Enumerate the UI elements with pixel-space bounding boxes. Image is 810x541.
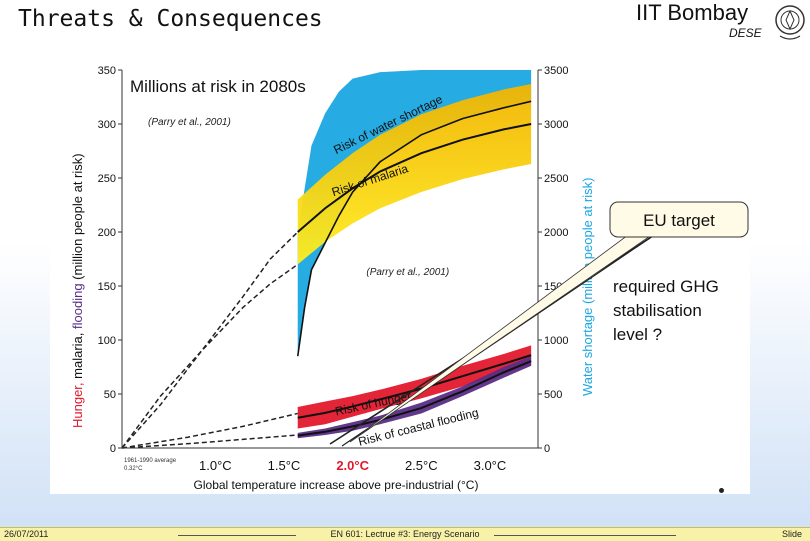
y-tick-label-left: 0 xyxy=(110,443,116,455)
x-tick-label: 3.0°C xyxy=(474,458,507,473)
y-tick-label-left: 50 xyxy=(104,389,116,401)
footer-slide-label: Slide xyxy=(781,529,802,539)
callout-question-line: required GHG xyxy=(613,277,719,296)
institute-name: IIT Bombay xyxy=(636,0,749,25)
y-tick-label-right: 3500 xyxy=(544,65,568,77)
callout-eu-target: EU target xyxy=(643,211,715,230)
footer-date: 26/07/2011 xyxy=(4,529,49,539)
y-tick-label-left: 200 xyxy=(98,227,116,239)
band-risk-of-hunger xyxy=(297,345,532,429)
y-tick-label-right: 3000 xyxy=(544,119,568,131)
y-tick-label-left: 300 xyxy=(98,119,116,131)
y-axis-label-right: Water shortage (million people at risk) xyxy=(580,178,595,396)
footer-rule-right xyxy=(494,535,676,536)
source-note: (Parry et al., 2001) xyxy=(148,117,231,128)
dashed-line-4 xyxy=(121,434,298,449)
institute-logo-icon xyxy=(775,5,805,40)
dashed-line-1 xyxy=(121,231,299,449)
footer-bar: 26/07/2011 EN 601: Lectrue #3: Energy Sc… xyxy=(0,527,810,541)
line-risk-of-water-shortage xyxy=(296,100,532,357)
chart-title: Millions at risk in 2080s xyxy=(130,77,306,96)
line-risk-of-hunger xyxy=(297,354,532,419)
y-tick-label-right: 0 xyxy=(544,443,550,455)
x-tick-label: 1.0°C xyxy=(199,458,232,473)
y-tick-label-left: 150 xyxy=(98,281,116,293)
risk-chart: 0501001502002503003500500100015002000250… xyxy=(70,65,749,492)
footer-rule-left xyxy=(178,535,296,536)
baseline-note: 1961-1990 average xyxy=(124,458,177,464)
callout-question-line: stabilisation xyxy=(613,301,702,320)
y-axis-label-left-part: Hunger, xyxy=(70,382,85,428)
y-tick-label-right: 2500 xyxy=(544,173,568,185)
y-tick-label-right: 1000 xyxy=(544,335,568,347)
x-tick-label: 1.5°C xyxy=(268,458,301,473)
band-risk-of-coastal-flooding xyxy=(297,356,532,439)
x-tick-label: 2.5°C xyxy=(405,458,438,473)
x-tick-label: 2.0°C xyxy=(336,458,369,473)
y-tick-label-left: 350 xyxy=(98,65,116,77)
y-axis-label-left-part: malaria, xyxy=(70,333,85,383)
band-risk-of-water-shortage xyxy=(297,70,532,357)
footer-course: EN 601: Lectrue #3: Energy Scenario xyxy=(330,529,480,539)
source-note: (Parry et al., 2001) xyxy=(366,267,449,278)
y-tick-label-left: 250 xyxy=(98,173,116,185)
bullet-dot xyxy=(719,488,724,493)
line-risk-of-malaria xyxy=(297,123,532,233)
y-axis-label-left: Hunger, malaria, flooding (million peopl… xyxy=(70,153,85,428)
department-name: DESE xyxy=(729,26,762,40)
x-axis-label: Global temperature increase above pre-in… xyxy=(194,478,479,492)
callout-box xyxy=(609,201,749,238)
baseline-note: 0.32°C xyxy=(124,466,143,472)
y-tick-label-left: 100 xyxy=(98,335,116,347)
y-tick-label-right: 2000 xyxy=(544,227,568,239)
y-axis-label-left-part: flooding xyxy=(70,283,85,332)
dashed-line-3 xyxy=(121,412,298,449)
y-tick-label-right: 500 xyxy=(544,389,562,401)
callout-question-line: level ? xyxy=(613,325,662,344)
line-risk-of-coastal-flooding xyxy=(297,360,532,437)
slide-title: Threats & Consequences xyxy=(18,6,323,32)
y-axis-label-left-part: (million people at risk) xyxy=(70,153,85,283)
chart-figure: 0 50 100 150 200 250 300 350 0 500 1000 1500 2000 250… xyxy=(50,52,750,494)
dashed-line-2 xyxy=(121,263,299,449)
band-risk-of-malaria xyxy=(297,84,532,265)
